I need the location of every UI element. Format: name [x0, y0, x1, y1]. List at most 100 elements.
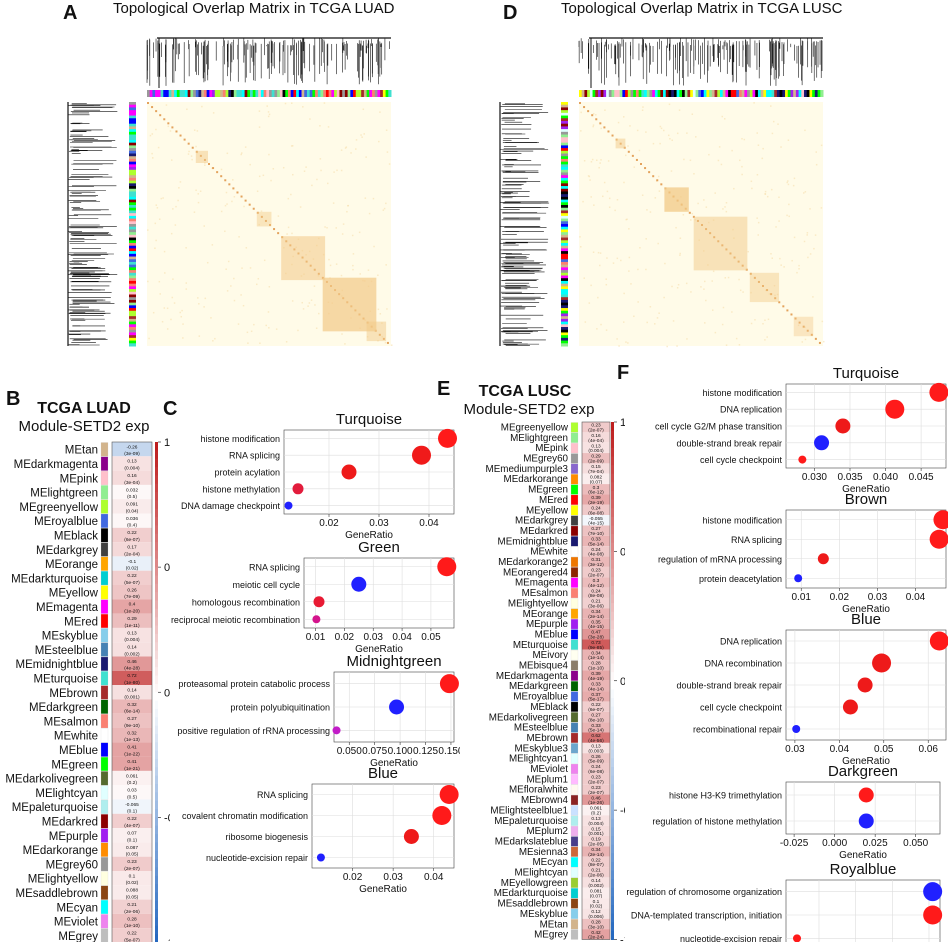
strip-segment: [738, 90, 743, 97]
strip-segment: [263, 90, 267, 97]
tom-diagonal: [591, 114, 594, 117]
go-term-dot: [933, 510, 948, 530]
correlation-cell: [582, 722, 610, 733]
dotplot-midnightgreen: Midnightgreen0.0500.0750.1000.1250.150pr…: [177, 653, 460, 769]
tom-noise: [596, 159, 598, 162]
colorbar-step: [611, 844, 614, 854]
go-term-label: nucleotide-excision repair: [206, 853, 308, 863]
tom-noise: [780, 146, 782, 148]
tom-noise: [258, 110, 261, 112]
colorbar-tick-label: -0.5: [164, 812, 170, 824]
strip-segment: [231, 90, 235, 97]
strip-segment: [157, 90, 162, 97]
dotplot-title: Turquoise: [336, 411, 402, 428]
strip-segment: [768, 90, 772, 97]
tom-noise: [589, 179, 591, 181]
tom-noise: [197, 201, 200, 204]
correlation-value: 0.24: [591, 505, 601, 511]
colorbar-step: [611, 775, 614, 785]
tom-noise: [593, 204, 595, 206]
tom-noise: [172, 208, 174, 210]
colorbar-step: [155, 583, 158, 593]
module-label: MElightcyan1: [509, 754, 568, 765]
tom-heatmap: [579, 102, 825, 348]
tom-noise: [813, 247, 815, 250]
tom-noise: [659, 125, 662, 128]
strip-segment: [676, 90, 680, 97]
correlation-value: 0.46: [127, 659, 137, 665]
tom-noise: [761, 157, 764, 160]
tom-noise: [627, 342, 629, 344]
pvalue-label: (0.02): [590, 904, 603, 910]
tom-noise: [820, 144, 823, 147]
tom-module-block: [749, 272, 780, 303]
strip-segment: [331, 90, 335, 97]
x-axis-label: GeneRatio: [842, 604, 890, 615]
colorbar-step: [611, 482, 614, 492]
module-swatch: [570, 660, 579, 671]
tom-noise: [268, 327, 270, 329]
x-tick-label: 0.03: [868, 592, 888, 603]
strip-segment: [592, 90, 596, 97]
colorbar-step: [611, 741, 614, 751]
module-swatch: [570, 681, 579, 692]
strip-segment: [287, 90, 292, 97]
strip-segment: [214, 90, 218, 97]
strip-segment: [129, 102, 136, 106]
pvalue-label: (0.1): [127, 809, 137, 815]
module-swatch: [100, 742, 109, 757]
strip-segment: [625, 90, 629, 97]
strip-segment: [561, 308, 568, 312]
strip-segment: [752, 90, 756, 97]
tom-noise: [682, 214, 685, 216]
x-tick-label: 0.075: [362, 746, 387, 757]
dotplot-royalblue: Royalblue0.0600.0650.0700.075regulation …: [626, 861, 943, 942]
strip-segment: [129, 270, 136, 274]
tom-noise: [259, 342, 261, 344]
strip-segment: [561, 305, 568, 309]
pvalue-label: (0.5): [127, 794, 137, 800]
tom-noise: [267, 115, 270, 118]
tom-noise: [590, 196, 592, 198]
strip-segment: [608, 90, 613, 97]
pvalue-label: (1e-10): [588, 666, 604, 672]
panel-e-title: TCGA LUSC: [478, 383, 572, 400]
correlation-value: 0.21: [127, 902, 137, 908]
tom-noise: [766, 195, 769, 198]
strip-segment: [561, 310, 568, 314]
strip-segment: [749, 90, 754, 97]
colorbar-step: [611, 887, 614, 897]
module-swatch: [100, 799, 109, 814]
colorbar-step: [155, 842, 158, 852]
strip-segment: [804, 90, 808, 97]
module-swatch: [570, 650, 579, 661]
module-swatch: [570, 629, 579, 640]
tom-noise: [365, 156, 367, 158]
pvalue-label: (7e-04): [588, 469, 604, 475]
tom-noise: [595, 114, 597, 116]
strip-segment: [252, 90, 256, 97]
strip-segment: [561, 229, 568, 233]
module-swatch: [100, 585, 109, 600]
strip-segment: [561, 102, 568, 106]
module-label: MEtan: [65, 445, 98, 457]
tom-noise: [180, 315, 183, 318]
module-heatmap-lusc: MEgreenyellow 0.23(2e-07)MElightgreen 0.16…: [486, 418, 625, 942]
strip-segment: [561, 289, 568, 293]
module-label: MEwhite: [530, 547, 568, 558]
module-swatch: [570, 536, 579, 547]
tom-noise: [173, 302, 176, 304]
go-term-dot: [412, 445, 431, 465]
strip-segment: [747, 90, 751, 97]
correlation-cell: [582, 846, 610, 857]
tom-noise: [333, 171, 335, 173]
tom-noise: [623, 181, 625, 184]
tom-noise: [806, 232, 809, 234]
module-label: MEdarkturquoise: [11, 573, 98, 585]
go-term-dot: [857, 677, 873, 693]
tom-noise: [777, 123, 779, 125]
colorbar-step: [611, 715, 614, 725]
strip-segment: [663, 90, 667, 97]
tom-noise: [335, 227, 337, 229]
tom-diagonal: [688, 211, 691, 214]
